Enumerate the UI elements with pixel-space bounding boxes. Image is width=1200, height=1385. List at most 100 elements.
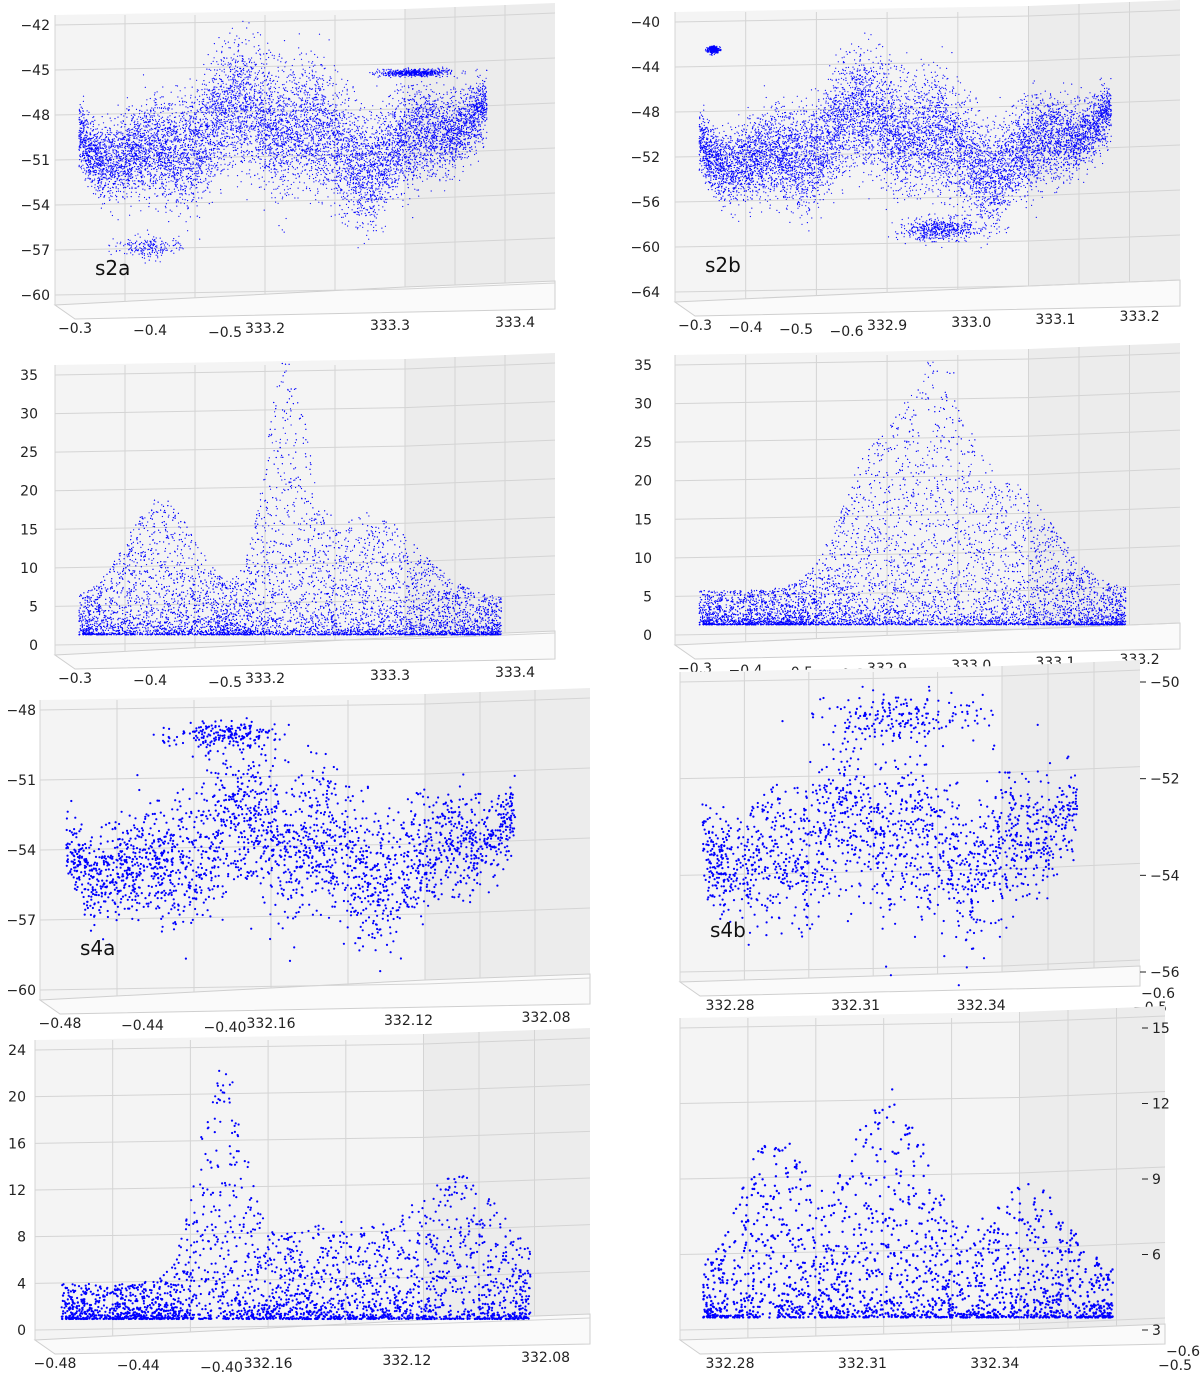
data-point [444,190,446,192]
data-point [144,126,146,128]
data-point [195,172,197,174]
data-point [272,163,274,165]
data-point [297,140,299,142]
data-point [357,175,359,177]
data-point [154,92,156,94]
data-point [262,72,265,74]
data-point [411,171,413,174]
data-point [271,147,273,149]
data-point [339,176,341,178]
data-point [468,110,470,112]
data-point [279,192,281,194]
data-point [293,173,295,176]
data-point [388,168,390,170]
data-point [216,95,218,97]
data-point [156,165,159,167]
data-point [446,121,448,124]
data-point [393,157,395,159]
data-point [176,174,178,176]
data-point [224,136,226,138]
data-point [228,119,230,121]
data-point [486,69,488,71]
data-point [241,112,243,115]
data-point [254,90,256,93]
data-point [169,192,171,195]
data-point [483,88,486,90]
data-point [478,113,480,115]
data-point [419,143,421,145]
data-point [355,189,357,191]
data-point [320,64,322,66]
data-point [371,142,373,145]
data-point [405,149,407,151]
data-point [191,133,193,136]
data-point [435,104,437,106]
data-point [198,175,200,178]
data-point [233,113,235,115]
data-point [221,91,224,93]
data-point [305,103,307,105]
data-point [408,149,410,151]
data-point [346,184,348,186]
data-point [114,156,116,158]
data-point [415,103,417,106]
data-point [484,85,486,87]
data-point [315,85,317,87]
data-point [292,131,294,134]
data-point [446,113,449,115]
data-point [436,82,438,84]
data-point [428,147,430,149]
data-point [232,150,235,152]
data-point [474,124,476,126]
data-point [227,62,229,64]
data-point [331,119,333,121]
data-point [241,127,243,129]
data-point [203,93,205,95]
data-point [255,140,257,142]
data-point [437,99,439,101]
data-point [353,169,355,171]
data-point [156,195,158,197]
data-point [435,173,437,175]
data-point [466,110,468,112]
data-point [141,176,143,179]
data-point [300,90,302,92]
data-point [288,116,290,118]
data-point [456,140,458,142]
data-point [98,167,100,169]
data-point [360,103,362,105]
data-point [207,122,209,124]
data-point [249,103,251,105]
data-point [308,135,310,137]
data-point [334,180,336,182]
data-point [163,134,165,136]
data-point [162,140,164,142]
data-point [353,186,355,188]
data-point [164,152,167,154]
data-point [380,129,383,131]
data-point [360,196,363,198]
data-point [445,144,448,146]
data-point [168,149,170,151]
data-point [341,143,343,145]
data-point [203,190,205,192]
data-point [393,153,395,155]
data-point [315,164,317,167]
data-point [78,129,80,131]
data-point [336,126,338,128]
data-point [115,194,117,196]
data-point [315,150,317,152]
data-point [198,103,200,106]
data-point [370,118,372,120]
data-point [452,166,454,168]
data-point [237,85,239,87]
data-point [227,164,229,166]
data-point [214,74,216,77]
data-point [315,144,317,146]
data-point [291,64,293,67]
data-point [296,89,298,91]
data-point [341,209,343,211]
data-point [207,184,209,186]
data-point [105,175,107,177]
data-point [398,90,400,92]
